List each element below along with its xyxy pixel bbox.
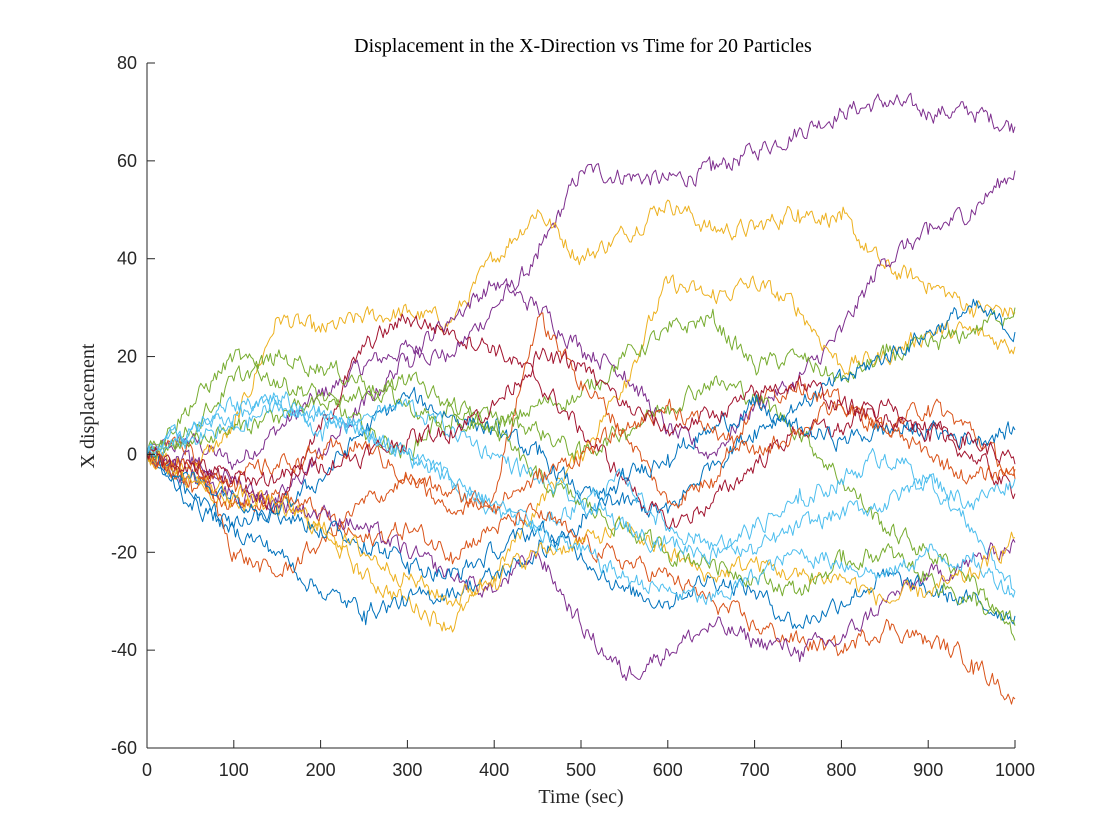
y-axis-label: X displacement	[77, 343, 99, 468]
series-line-18	[146, 398, 1016, 515]
series-line-19	[146, 347, 1016, 487]
series-line-20	[146, 391, 1016, 606]
series-line-7	[146, 313, 1016, 529]
chart-title: Displacement in the X-Direction vs Time …	[354, 35, 812, 57]
x-tick-label: 100	[219, 760, 249, 780]
series-line-5	[146, 307, 1016, 461]
series-line-11	[146, 394, 1016, 626]
x-tick-label: 800	[826, 760, 856, 780]
x-tick-label: 400	[479, 760, 509, 780]
x-tick-label: 200	[306, 760, 336, 780]
y-tick-label: 80	[117, 53, 137, 73]
x-tick-label: 500	[566, 760, 596, 780]
series-line-6	[146, 298, 1016, 533]
y-tick-label: -20	[111, 542, 137, 562]
series-line-15	[146, 451, 1016, 607]
x-tick-label: 900	[913, 760, 943, 780]
series-lines	[146, 92, 1016, 705]
y-tick-label: -40	[111, 640, 137, 660]
series-line-1	[146, 92, 1016, 470]
series-line-3	[146, 170, 1016, 512]
axes: 0 100 200 300 400 500 600 700 800 900 1000-60-40-2…	[111, 53, 1035, 780]
x-tick-label: 700	[740, 760, 770, 780]
series-line-2	[146, 199, 1016, 475]
y-tick-label: -60	[111, 738, 137, 758]
y-tick-label: 0	[127, 444, 137, 464]
x-tick-label: 1000	[995, 760, 1035, 780]
x-axis-label: Time (sec)	[538, 786, 623, 808]
x-tick-label: 0	[142, 760, 152, 780]
y-tick-label: 20	[117, 347, 137, 367]
x-tick-label: 600	[653, 760, 683, 780]
series-line-17	[146, 396, 1016, 565]
y-tick-label: 40	[117, 249, 137, 269]
series-line-8	[146, 312, 1016, 578]
x-tick-label: 300	[392, 760, 422, 780]
y-tick-label: 60	[117, 151, 137, 171]
